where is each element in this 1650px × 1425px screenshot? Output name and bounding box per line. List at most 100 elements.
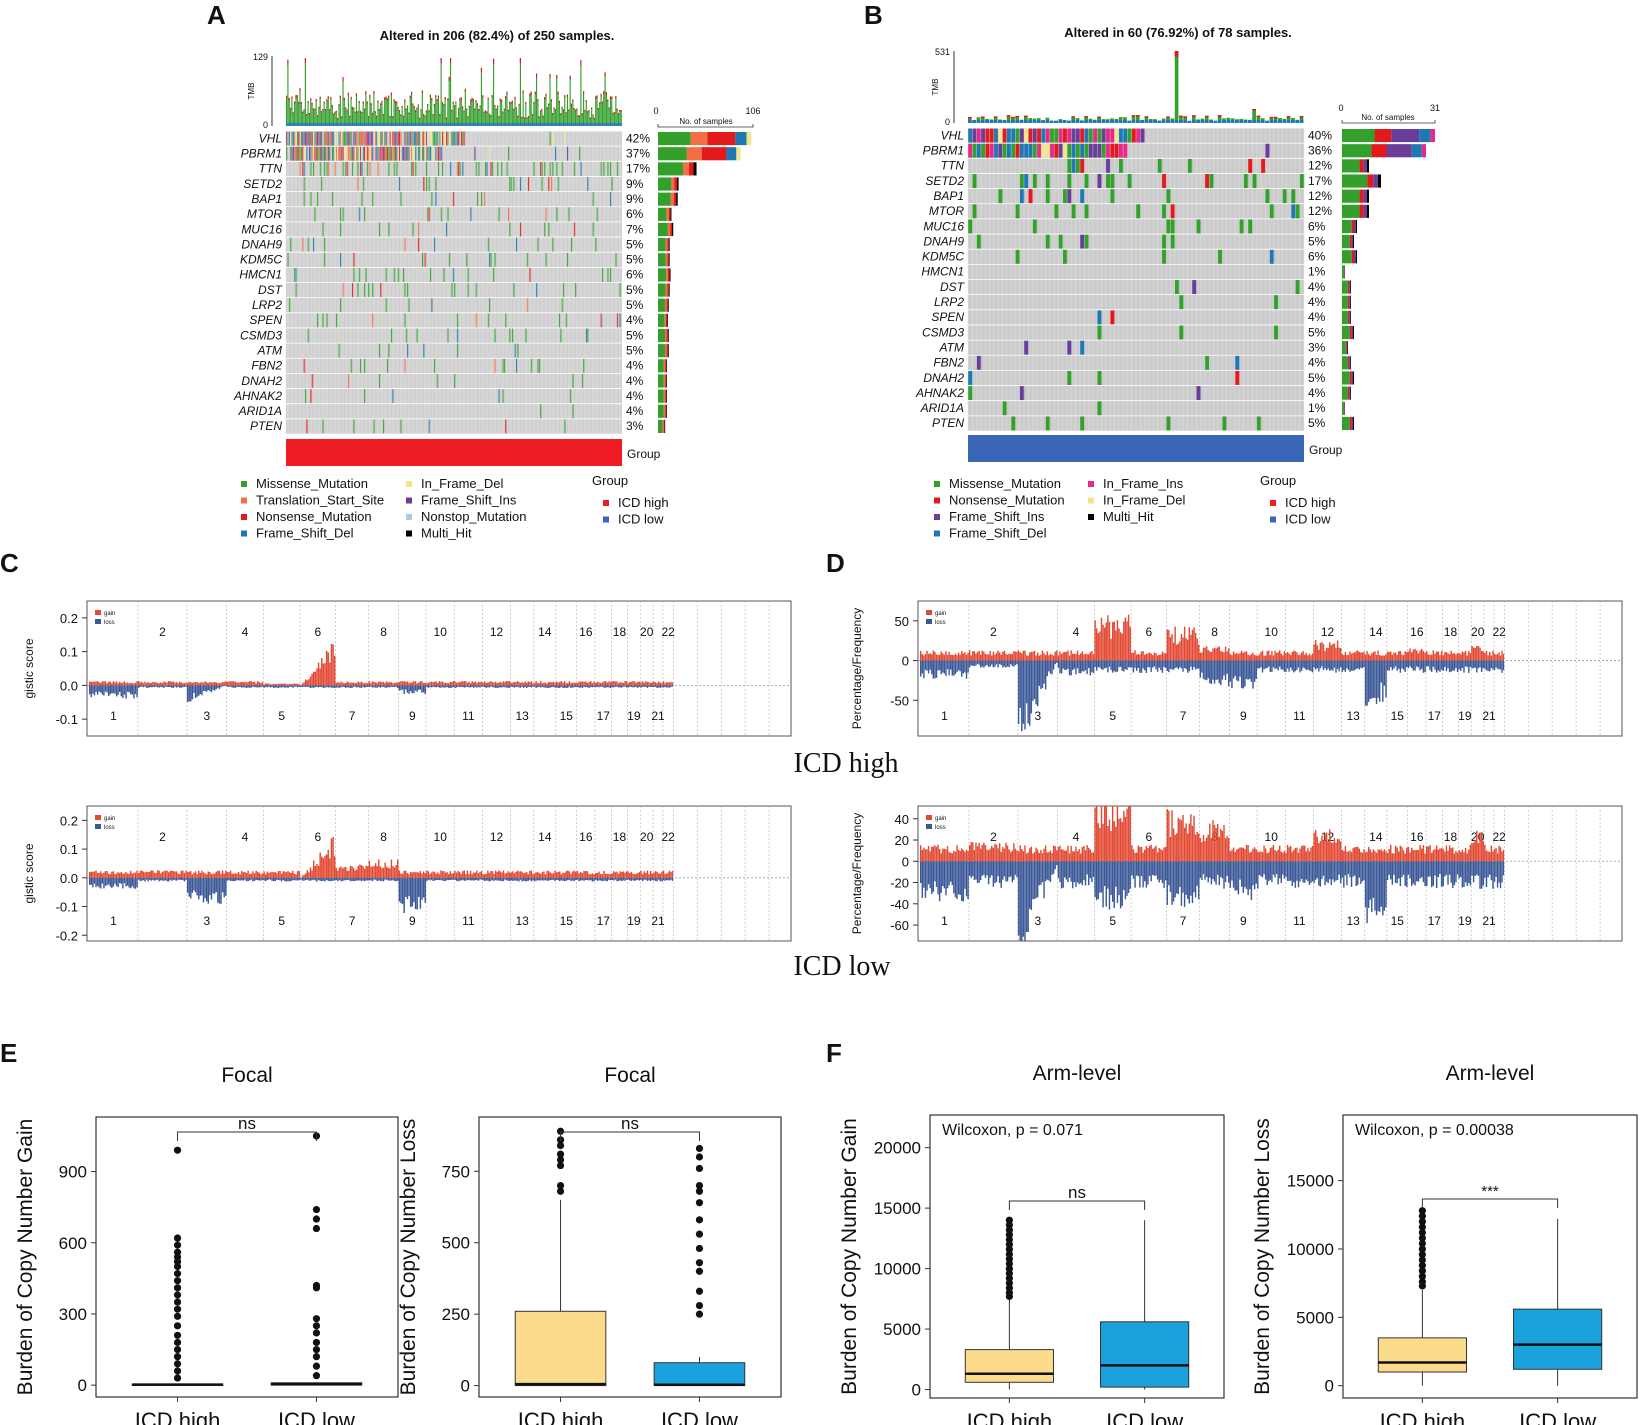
gain-bar <box>504 681 506 686</box>
loss-bar <box>277 877 280 881</box>
mutation-cell <box>601 267 604 282</box>
loss-bar <box>149 877 151 880</box>
tmb-bar-nonsense <box>548 103 550 106</box>
gain-bar <box>549 872 551 878</box>
mutation-cell <box>456 313 459 328</box>
loss-bar <box>370 685 372 687</box>
mutation-cell <box>400 146 402 161</box>
gain-bar <box>201 681 203 686</box>
loss-bar <box>1137 660 1139 668</box>
gain-bar <box>964 851 966 862</box>
mutation-cell <box>968 386 973 401</box>
loss-bar <box>929 861 931 889</box>
mutation-cell <box>1299 174 1305 188</box>
tmb-bar <box>355 93 358 126</box>
tmb-bar-frameshift <box>482 123 484 126</box>
loss-bar <box>1094 660 1096 668</box>
loss-bar <box>670 685 672 688</box>
mutation-cell <box>292 146 295 161</box>
loss-bar <box>1289 660 1292 668</box>
loss-bar <box>125 685 127 699</box>
gain-label: gain <box>935 816 946 822</box>
tmb-bar-frameshift <box>488 123 491 126</box>
sample-count-bar-segment <box>658 344 665 358</box>
gain-bar <box>174 871 176 878</box>
gain-bar <box>604 681 607 686</box>
loss-bar <box>975 861 977 880</box>
chromosome-label-15: 15 <box>560 914 574 928</box>
variant-legend: Missense_MutationTranslation_Start_SiteN… <box>241 476 527 541</box>
gain-bar <box>942 848 944 862</box>
tmb-bar-frameshift <box>421 123 423 126</box>
tmb-bar-nonsense <box>376 115 378 118</box>
gain-bar <box>324 663 326 686</box>
loss-bar <box>991 660 993 665</box>
mutation-cell <box>303 146 306 161</box>
loss-bar <box>1477 660 1480 669</box>
tmb-bar <box>1144 116 1149 123</box>
loss-bar <box>1070 660 1072 676</box>
tmb-bar <box>993 116 998 123</box>
gain-bar <box>109 681 111 686</box>
mutation-cell <box>366 161 369 176</box>
legend-label: Nonsense_Mutation <box>949 493 1065 508</box>
loss-bar <box>480 877 483 880</box>
chromosome-label-7: 7 <box>349 709 356 723</box>
gain-bar <box>183 872 186 878</box>
gain-bar <box>96 872 99 878</box>
mutation-cell <box>337 131 339 146</box>
gain-bar <box>1353 652 1356 661</box>
tmb-bar-nonsense <box>323 101 325 104</box>
y-axis-label: gistic score <box>22 638 36 698</box>
gain-bar <box>337 870 339 878</box>
legend-swatch <box>241 530 247 537</box>
loss-bar <box>244 877 246 880</box>
mutation-cell <box>388 161 390 176</box>
gain-bar <box>648 874 650 878</box>
mutation-cell <box>311 146 314 161</box>
loss-bar <box>994 861 996 884</box>
mutation-cell <box>1097 325 1102 340</box>
gain-bar <box>1338 647 1340 661</box>
tmb-bar-nonsense <box>357 111 359 113</box>
tmb-bar-frameshift <box>468 123 470 126</box>
gain-bar <box>1294 651 1297 661</box>
loss-bar <box>356 877 358 881</box>
loss-bar <box>158 877 160 882</box>
tmb-bar-nonsense <box>604 72 606 77</box>
mutation-cell <box>1256 416 1262 431</box>
tmb-bar <box>376 115 378 126</box>
loss-bar <box>984 660 987 667</box>
tmb-bar-frameshift <box>600 123 602 126</box>
sample-count-bar-segment <box>746 132 752 146</box>
loss-bar <box>269 877 272 880</box>
mutation-cell <box>435 177 437 191</box>
tmb-bar-frameshift <box>560 123 562 126</box>
gain-bar <box>573 682 575 686</box>
y-tick-label: -50 <box>890 693 909 708</box>
tmb-bar-frameshift <box>584 123 586 126</box>
gain-bar <box>529 682 531 686</box>
gain-bar <box>352 682 355 686</box>
gain-bar <box>554 682 556 686</box>
gain-bar <box>1388 651 1390 661</box>
sample-count-bar-segment <box>1359 159 1364 173</box>
group-legend-label: ICD high <box>1285 495 1336 510</box>
loss-bar <box>989 660 991 667</box>
mutation-cell <box>470 207 472 222</box>
loss-bar <box>601 877 604 882</box>
tmb-bar <box>416 107 418 126</box>
mutation-cell <box>556 161 558 176</box>
mutation-cell <box>494 328 496 343</box>
tmb-bar-frameshift <box>455 123 457 126</box>
gain-bar <box>179 681 181 686</box>
gain-bar <box>984 653 987 661</box>
tmb-bar <box>299 88 301 126</box>
tmb-bar-frameshift <box>580 123 582 126</box>
loss-bar <box>1089 660 1092 676</box>
mutation-cell <box>445 222 448 237</box>
group-legend-swatch <box>603 500 609 506</box>
mutation-cell <box>346 161 349 176</box>
loss-bar <box>921 660 924 674</box>
loss-bar <box>387 685 389 688</box>
